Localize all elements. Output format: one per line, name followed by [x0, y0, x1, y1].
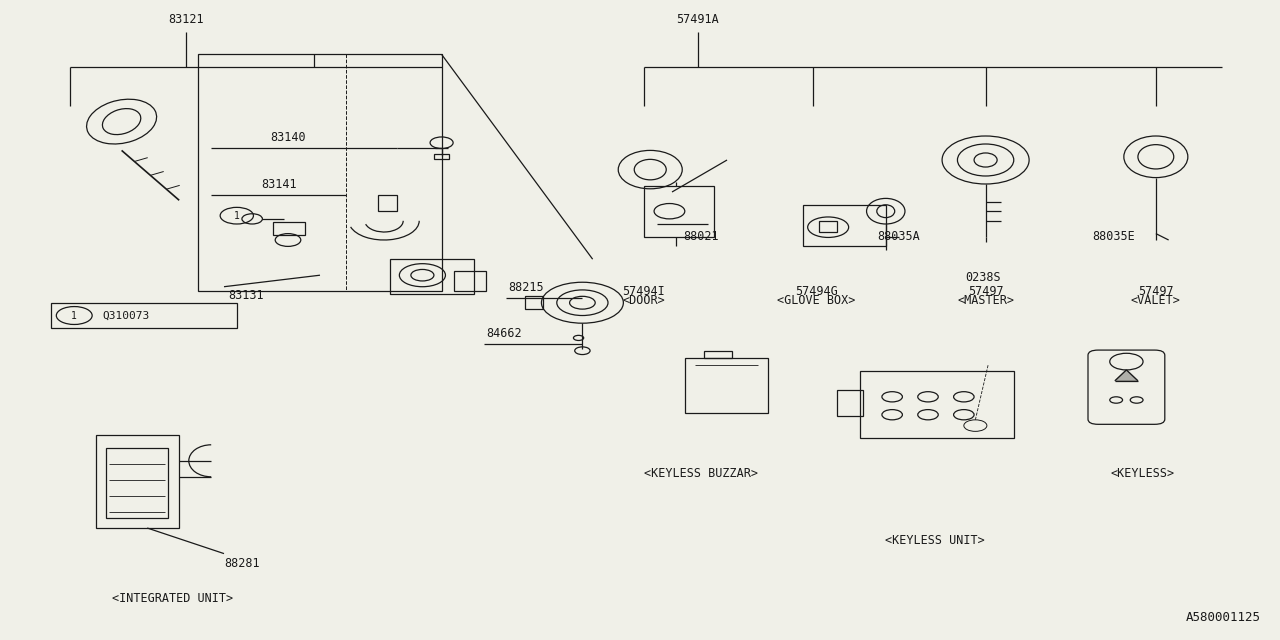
Text: 83140: 83140	[270, 131, 306, 144]
Bar	[644, 186, 714, 237]
Text: 83141: 83141	[261, 178, 297, 191]
Text: 57497: 57497	[968, 285, 1004, 298]
Text: 84662: 84662	[486, 328, 522, 340]
Text: 57497: 57497	[1138, 285, 1174, 298]
Bar	[525, 296, 543, 309]
Text: 1: 1	[234, 211, 239, 221]
Text: <GLOVE BOX>: <GLOVE BOX>	[777, 294, 856, 307]
Text: 88215: 88215	[508, 282, 544, 294]
Bar	[378, 195, 397, 211]
Text: <VALET>: <VALET>	[1132, 294, 1180, 307]
Text: <MASTER>: <MASTER>	[957, 294, 1014, 307]
Text: 57494G: 57494G	[795, 285, 838, 298]
Bar	[434, 154, 449, 159]
Bar	[803, 205, 886, 246]
Text: <KEYLESS BUZZAR>: <KEYLESS BUZZAR>	[644, 467, 759, 480]
Text: Q310073: Q310073	[102, 310, 150, 321]
Text: 83121: 83121	[168, 13, 204, 26]
Text: 88035E: 88035E	[1092, 230, 1135, 243]
Text: 57494I: 57494I	[622, 285, 666, 298]
Text: 0238S: 0238S	[965, 271, 1001, 284]
Bar	[51, 303, 237, 328]
Bar	[198, 54, 442, 291]
Bar	[454, 271, 486, 291]
Bar	[837, 390, 863, 416]
Text: 88021: 88021	[684, 230, 719, 243]
Text: 88035A: 88035A	[877, 230, 919, 243]
Bar	[860, 371, 1014, 438]
Bar	[390, 259, 474, 294]
Text: 57491A: 57491A	[676, 13, 719, 26]
Text: <KEYLESS>: <KEYLESS>	[1111, 467, 1175, 480]
Bar	[96, 435, 179, 528]
Polygon shape	[1115, 370, 1138, 381]
Text: <KEYLESS UNIT>: <KEYLESS UNIT>	[884, 534, 984, 547]
Text: <INTEGRATED UNIT>: <INTEGRATED UNIT>	[113, 592, 233, 605]
Text: 1: 1	[72, 310, 77, 321]
Text: 83131: 83131	[228, 289, 264, 302]
Bar	[106, 448, 168, 518]
Bar	[704, 351, 732, 358]
Text: A580001125: A580001125	[1185, 611, 1261, 624]
Bar	[685, 358, 768, 413]
Text: 88281: 88281	[224, 557, 260, 570]
Bar	[819, 221, 837, 232]
Bar	[273, 222, 305, 235]
Text: <DOOR>: <DOOR>	[622, 294, 666, 307]
